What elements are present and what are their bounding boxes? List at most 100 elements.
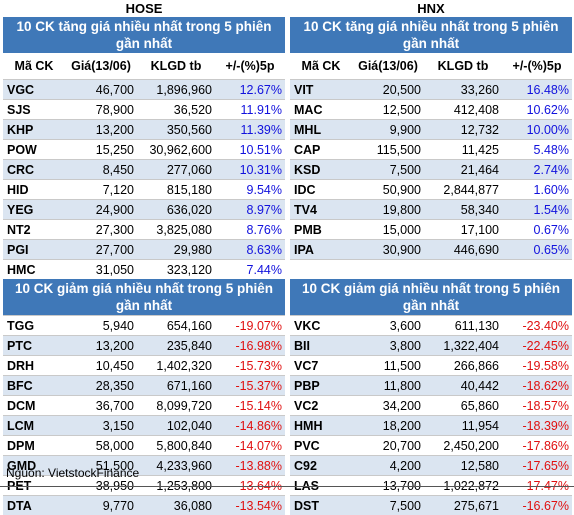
pct-change-cell: 2.74% bbox=[502, 160, 572, 180]
hose-gainers-title: 10 CK tăng giá nhiều nhất trong 5 phiên … bbox=[3, 17, 285, 53]
price-cell: 13,200 bbox=[65, 336, 137, 356]
stock-code-cell: TV4 bbox=[290, 200, 352, 220]
stock-code-cell: HMH bbox=[290, 416, 352, 436]
stock-code-cell: MHL bbox=[290, 120, 352, 140]
hose-column: HOSE 10 CK tăng giá nhiều nhất trong 5 p… bbox=[3, 0, 285, 515]
stock-code-cell: PMB bbox=[290, 220, 352, 240]
empty-cell bbox=[424, 260, 502, 280]
price-cell: 50,900 bbox=[352, 180, 424, 200]
stock-code-cell: VKC bbox=[290, 316, 352, 336]
avg-volume-cell: 65,860 bbox=[424, 396, 502, 416]
avg-volume-cell: 5,800,840 bbox=[137, 436, 215, 456]
pct-change-cell: 8.76% bbox=[215, 220, 285, 240]
price-cell: 30,900 bbox=[352, 240, 424, 260]
column-header: +/-(%)5p bbox=[215, 53, 285, 80]
avg-volume-cell: 275,671 bbox=[424, 496, 502, 515]
avg-volume-cell: 611,130 bbox=[424, 316, 502, 336]
stock-code-cell: C92 bbox=[290, 456, 352, 476]
avg-volume-cell: 8,099,720 bbox=[137, 396, 215, 416]
source-note: Nguồn: VietstockFinance bbox=[6, 466, 139, 480]
pct-change-cell: 5.48% bbox=[502, 140, 572, 160]
avg-volume-cell: 36,080 bbox=[137, 496, 215, 515]
column-header: +/-(%)5p bbox=[502, 53, 572, 80]
empty-cell bbox=[502, 260, 572, 280]
stock-code-cell: VIT bbox=[290, 80, 352, 100]
price-cell: 11,500 bbox=[352, 356, 424, 376]
avg-volume-cell: 29,980 bbox=[137, 240, 215, 260]
column-header: Mã CK bbox=[290, 53, 352, 80]
price-cell: 3,600 bbox=[352, 316, 424, 336]
pct-change-cell: 10.31% bbox=[215, 160, 285, 180]
price-cell: 28,350 bbox=[65, 376, 137, 396]
stock-code-cell: DTA bbox=[3, 496, 65, 515]
pct-change-cell: -18.39% bbox=[502, 416, 572, 436]
price-cell: 34,200 bbox=[352, 396, 424, 416]
price-cell: 31,050 bbox=[65, 260, 137, 280]
column-header: KLGD tb bbox=[137, 53, 215, 80]
avg-volume-cell: 4,233,960 bbox=[137, 456, 215, 476]
pct-change-cell: -16.98% bbox=[215, 336, 285, 356]
avg-volume-cell: 11,425 bbox=[424, 140, 502, 160]
avg-volume-cell: 2,844,877 bbox=[424, 180, 502, 200]
pct-change-cell: -14.07% bbox=[215, 436, 285, 456]
pct-change-cell: 12.67% bbox=[215, 80, 285, 100]
price-cell: 20,700 bbox=[352, 436, 424, 456]
price-cell: 4,200 bbox=[352, 456, 424, 476]
hnx-gainers-title: 10 CK tăng giá nhiều nhất trong 5 phiên … bbox=[290, 17, 572, 53]
price-cell: 36,700 bbox=[65, 396, 137, 416]
pct-change-cell: 9.54% bbox=[215, 180, 285, 200]
price-cell: 24,900 bbox=[65, 200, 137, 220]
avg-volume-cell: 277,060 bbox=[137, 160, 215, 180]
pct-change-cell: 0.67% bbox=[502, 220, 572, 240]
stock-code-cell: VC2 bbox=[290, 396, 352, 416]
column-header: Giá(13/06) bbox=[352, 53, 424, 80]
avg-volume-cell: 36,520 bbox=[137, 100, 215, 120]
avg-volume-cell: 102,040 bbox=[137, 416, 215, 436]
hose-losers-title: 10 CK giảm giá nhiều nhất trong 5 phiên … bbox=[3, 279, 285, 315]
price-cell: 27,700 bbox=[65, 240, 137, 260]
pct-change-cell: -15.37% bbox=[215, 376, 285, 396]
avg-volume-cell: 654,160 bbox=[137, 316, 215, 336]
stock-code-cell: POW bbox=[3, 140, 65, 160]
stock-code-cell: DRH bbox=[3, 356, 65, 376]
hnx-losers-title: 10 CK giảm giá nhiều nhất trong 5 phiên … bbox=[290, 279, 572, 315]
pct-change-cell: 0.65% bbox=[502, 240, 572, 260]
pct-change-cell: -13.54% bbox=[215, 496, 285, 515]
price-cell: 7,500 bbox=[352, 160, 424, 180]
avg-volume-cell: 1,322,404 bbox=[424, 336, 502, 356]
pct-change-cell: 1.60% bbox=[502, 180, 572, 200]
price-cell: 18,200 bbox=[352, 416, 424, 436]
stock-code-cell: DPM bbox=[3, 436, 65, 456]
stock-code-cell: CAP bbox=[290, 140, 352, 160]
price-cell: 27,300 bbox=[65, 220, 137, 240]
hnx-column: HNX 10 CK tăng giá nhiều nhất trong 5 ph… bbox=[290, 0, 572, 515]
pct-change-cell: -19.58% bbox=[502, 356, 572, 376]
price-cell: 12,500 bbox=[352, 100, 424, 120]
price-cell: 8,450 bbox=[65, 160, 137, 180]
stock-code-cell: PVC bbox=[290, 436, 352, 456]
stock-code-cell: DCM bbox=[3, 396, 65, 416]
avg-volume-cell: 30,962,600 bbox=[137, 140, 215, 160]
avg-volume-cell: 12,732 bbox=[424, 120, 502, 140]
stock-code-cell: CRC bbox=[3, 160, 65, 180]
stock-code-cell: SJS bbox=[3, 100, 65, 120]
price-cell: 11,800 bbox=[352, 376, 424, 396]
pct-change-cell: -19.07% bbox=[215, 316, 285, 336]
empty-cell bbox=[352, 260, 424, 280]
pct-change-cell: 10.62% bbox=[502, 100, 572, 120]
